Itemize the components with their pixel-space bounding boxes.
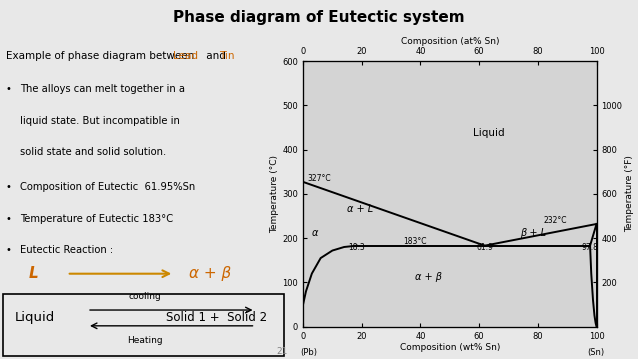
- Text: Composition of Eutectic  61.95%Sn: Composition of Eutectic 61.95%Sn: [20, 182, 196, 192]
- X-axis label: Composition (wt% Sn): Composition (wt% Sn): [399, 343, 500, 352]
- Text: α + β: α + β: [189, 266, 231, 281]
- Text: 21: 21: [276, 347, 287, 356]
- Text: Example of phase diagram between: Example of phase diagram between: [6, 51, 197, 61]
- Text: α + L: α + L: [347, 204, 373, 214]
- Text: The alloys can melt together in a: The alloys can melt together in a: [20, 84, 185, 94]
- Text: 97.8: 97.8: [582, 243, 598, 252]
- Text: Lead: Lead: [173, 51, 198, 61]
- Text: solid state and solid solution.: solid state and solid solution.: [20, 147, 167, 157]
- Text: L: L: [29, 266, 39, 281]
- Text: α: α: [312, 228, 318, 238]
- Y-axis label: Temperature (°F): Temperature (°F): [625, 155, 634, 232]
- Text: •: •: [6, 214, 11, 224]
- Text: Solid 1 +  Solid 2: Solid 1 + Solid 2: [166, 311, 267, 325]
- Text: α + β: α + β: [415, 272, 441, 282]
- Text: 327°C: 327°C: [308, 174, 331, 183]
- Text: Tin: Tin: [219, 51, 235, 61]
- Text: 183°C: 183°C: [403, 237, 426, 246]
- Text: Liquid: Liquid: [473, 128, 505, 138]
- Text: (Pb): (Pb): [300, 349, 317, 358]
- Y-axis label: Temperature (°C): Temperature (°C): [271, 155, 279, 233]
- Text: (Sn): (Sn): [588, 349, 605, 358]
- Text: and: and: [203, 51, 229, 61]
- Text: 18.3: 18.3: [348, 243, 365, 252]
- Text: Heating: Heating: [128, 336, 163, 345]
- Text: liquid state. But incompatible in: liquid state. But incompatible in: [20, 116, 180, 126]
- X-axis label: Composition (at% Sn): Composition (at% Sn): [401, 37, 499, 46]
- Text: Phase diagram of Eutectic system: Phase diagram of Eutectic system: [173, 10, 465, 25]
- Text: Temperature of Eutectic 183°C: Temperature of Eutectic 183°C: [20, 214, 174, 224]
- Text: Liquid: Liquid: [15, 311, 55, 325]
- FancyBboxPatch shape: [3, 294, 285, 356]
- Text: Eutectic Reaction :: Eutectic Reaction :: [20, 245, 114, 255]
- Text: •: •: [6, 84, 11, 94]
- Text: 61.9: 61.9: [477, 243, 493, 252]
- Text: β + L: β + L: [520, 228, 546, 238]
- Text: •: •: [6, 182, 11, 192]
- Text: •: •: [6, 245, 11, 255]
- Text: 232°C: 232°C: [544, 216, 567, 225]
- Text: cooling: cooling: [129, 292, 161, 300]
